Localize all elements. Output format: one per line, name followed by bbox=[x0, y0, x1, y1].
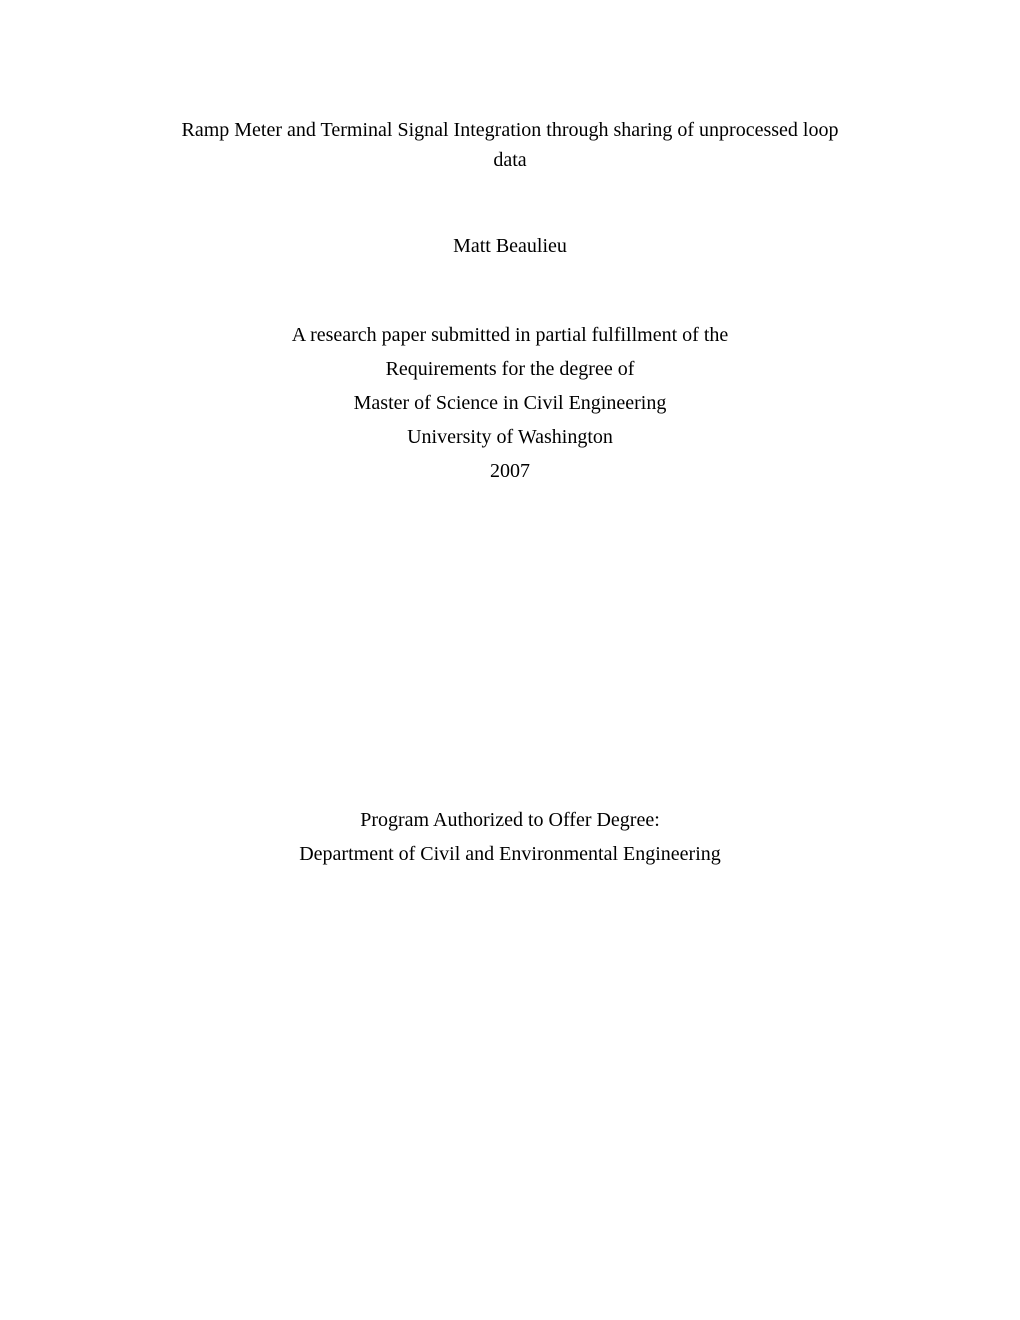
degree-line-3: Master of Science in Civil Engineering bbox=[165, 386, 855, 420]
degree-line-1: A research paper submitted in partial fu… bbox=[165, 318, 855, 352]
degree-year: 2007 bbox=[165, 454, 855, 488]
program-block: Program Authorized to Offer Degree: Depa… bbox=[165, 803, 855, 871]
degree-line-4: University of Washington bbox=[165, 420, 855, 454]
degree-block: A research paper submitted in partial fu… bbox=[165, 318, 855, 488]
program-line-1: Program Authorized to Offer Degree: bbox=[165, 803, 855, 837]
author-name: Matt Beaulieu bbox=[165, 235, 855, 258]
program-line-2: Department of Civil and Environmental En… bbox=[165, 837, 855, 871]
paper-title: Ramp Meter and Terminal Signal Integrati… bbox=[165, 115, 855, 175]
degree-line-2: Requirements for the degree of bbox=[165, 352, 855, 386]
title-page: Ramp Meter and Terminal Signal Integrati… bbox=[0, 0, 1020, 1320]
